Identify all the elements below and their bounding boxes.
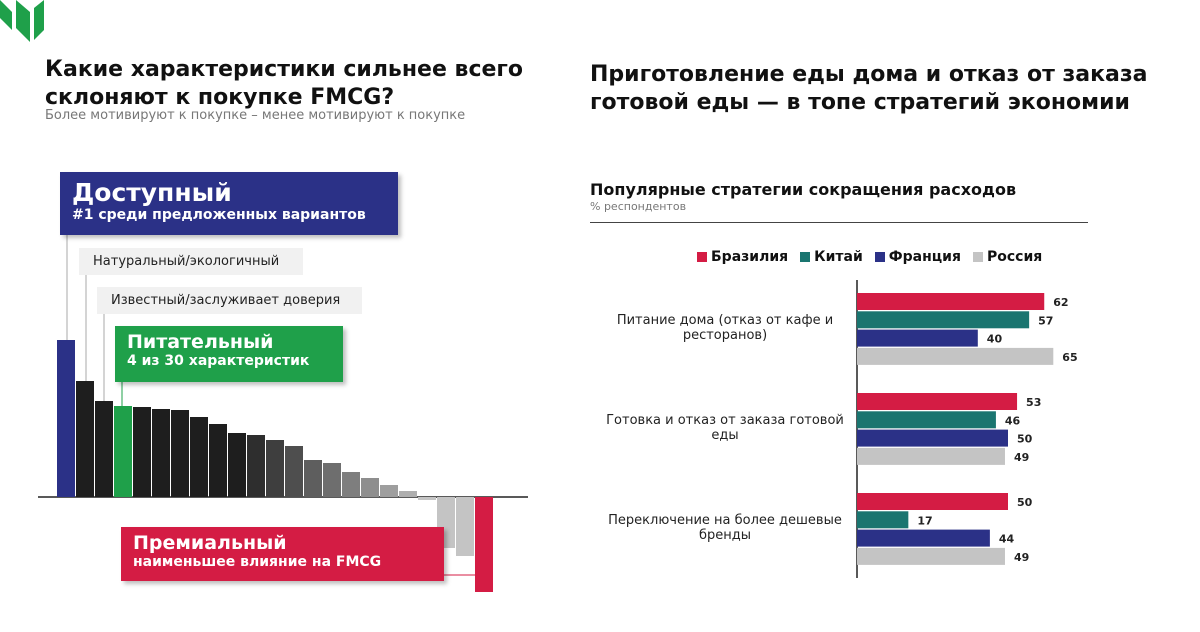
data-label: 65 [1062,351,1077,364]
legend-item: Франция [874,249,961,265]
callout-nutritious: Питательный 4 из 30 характеристик [115,326,343,382]
bar-0 [57,340,75,497]
callout-sub: наименьшее влияние на FMCG [133,554,382,570]
data-label: 40 [987,333,1003,346]
bar-17 [380,485,398,497]
data-label: 17 [917,514,932,527]
category-label: Переключение на более дешевые бренды [608,513,842,543]
data-label: 46 [1005,414,1021,427]
bar-8 [209,424,227,497]
bar-1 [76,381,94,497]
legend-swatch [697,252,707,262]
callout-affordable: Доступный #1 среди предложенных варианто… [60,172,398,235]
bar-22 [475,497,493,592]
bar-4 [133,407,151,497]
bar-19 [418,497,436,500]
data-label: 57 [1038,314,1053,327]
bar-16 [361,478,379,497]
bar-12 [285,446,303,497]
bar-7 [190,417,208,497]
bar-13 [304,460,322,497]
bar-Китай [857,411,996,429]
left-subtitle: Более мотивируют к покупке – менее мотив… [45,108,466,123]
legend-label: Франция [888,249,961,265]
callout-natural: Натуральный/экологичный [79,248,303,275]
chart-subtitle: % респондентов [590,200,687,213]
data-label: 49 [1014,551,1029,564]
bar-9 [228,433,246,497]
category-label: Питание дома (отказ от кафе и ресторанов… [616,313,834,343]
bar-Китай [857,311,1030,329]
callout-title: Доступный [72,178,232,207]
data-label: 44 [999,533,1015,546]
bar-15 [342,472,360,497]
callout-trusted: Известный/заслуживает доверия [97,287,362,314]
bar-3 [114,406,132,497]
bar-2 [95,401,113,497]
bar-Бразилия [857,493,1008,510]
data-label: 50 [1017,433,1033,446]
chart-title: Популярные стратегии сокращения расходов [590,180,1017,199]
divider [590,222,1088,223]
callout-sub: #1 среди предложенных вариантов [72,207,366,223]
bar-Россия [857,447,1005,465]
bar-18 [399,491,417,497]
bar-Франция [857,529,990,547]
bar-10 [247,435,265,497]
bar-Бразилия [857,393,1018,410]
legend-label: Китай [814,249,863,265]
bar-Россия [857,547,1005,565]
data-label: 62 [1053,296,1068,309]
bar-11 [266,440,284,497]
data-label: 49 [1014,451,1029,464]
legend-swatch [800,252,811,262]
left-chart [38,235,528,592]
legend-swatch [972,252,983,262]
callout-title: Премиальный [133,532,287,554]
callout-premium: Премиальный наименьшее влияние на FMCG [121,527,444,581]
left-title: Какие характеристики сильнее всего склон… [45,57,524,110]
legend-label: Бразилия [711,249,789,265]
category-label: Готовка и отказ от заказа готовой еды [606,413,844,443]
bar-Россия [857,347,1054,365]
bar-Бразилия [857,293,1045,310]
callout-title: Питательный [127,331,274,353]
legend: Бразилия Китай Франция Россия [697,249,1042,265]
bar-6 [171,410,189,497]
logo [0,0,44,42]
bar-Франция [857,429,1008,447]
legend-item: Россия [972,249,1043,265]
data-label: 50 [1017,496,1033,509]
legend-swatch [874,252,885,262]
legend-item: Китай [800,249,863,265]
callout-sub: 4 из 30 характеристик [127,353,310,369]
legend-item: Бразилия [697,249,788,265]
legend-label: Россия [986,249,1043,265]
bar-Франция [857,329,978,347]
bar-Китай [857,511,909,529]
right-title: Приготовление еды дома и отказ от заказа… [590,62,1148,115]
data-label: 53 [1026,396,1041,409]
bar-21 [456,497,474,556]
bar-5 [152,409,170,497]
bar-14 [323,463,341,497]
